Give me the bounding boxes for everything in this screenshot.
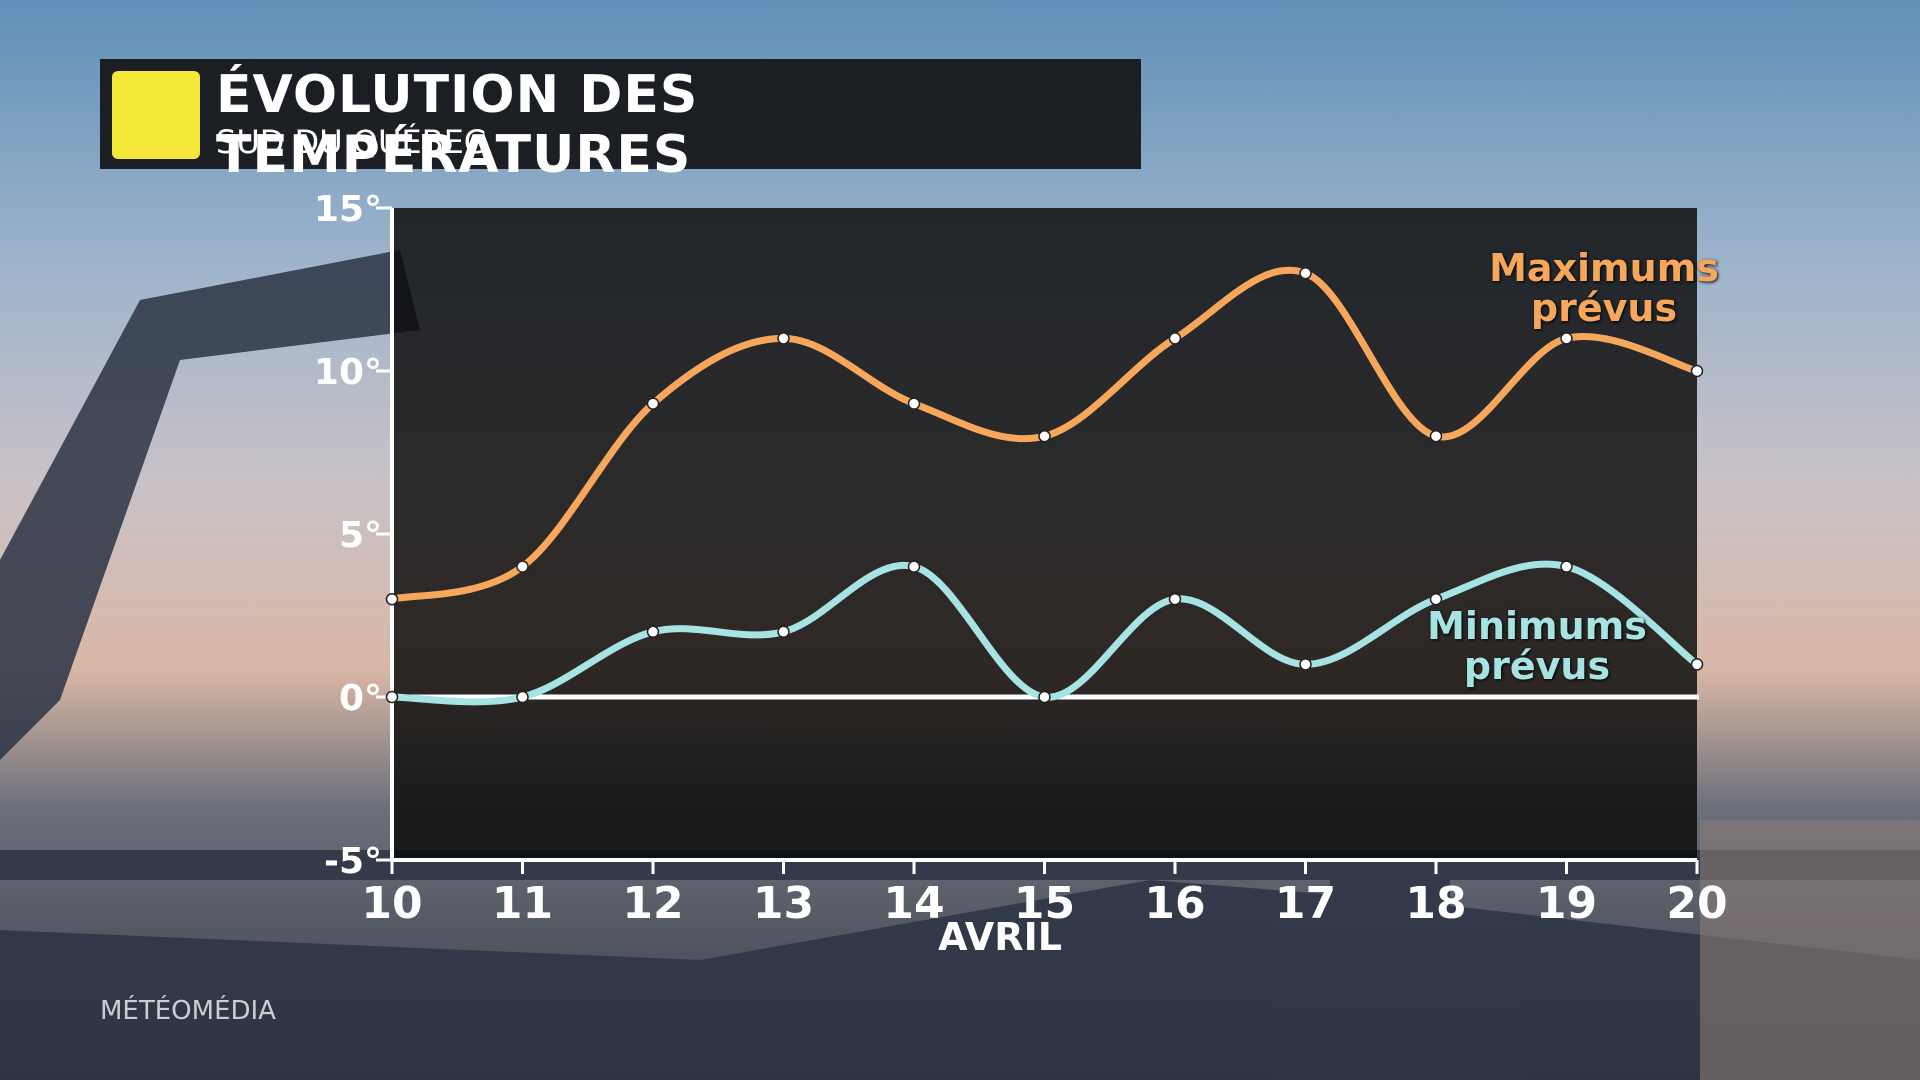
x-tick-label: 16 bbox=[1144, 878, 1205, 929]
data-point bbox=[385, 690, 399, 704]
plot-area bbox=[392, 208, 1697, 860]
data-point bbox=[1038, 690, 1051, 704]
data-point bbox=[1168, 332, 1182, 345]
watermark: MÉTÉOMÉDIA bbox=[100, 996, 276, 1026]
data-point bbox=[516, 690, 529, 704]
y-tick-label: 10° bbox=[314, 352, 382, 393]
series-line bbox=[391, 266, 1698, 603]
x-tick-label: 11 bbox=[492, 878, 553, 929]
x-tick-label: 12 bbox=[622, 878, 683, 929]
title-box: ÉVOLUTION DES TEMPÉRATURES SUD DU QUÉBEC bbox=[100, 59, 1141, 185]
x-tick-label: 19 bbox=[1536, 878, 1597, 929]
x-tick-label: 20 bbox=[1666, 878, 1727, 929]
data-point bbox=[1560, 332, 1573, 345]
x-tick-label: 17 bbox=[1275, 878, 1336, 929]
data-point bbox=[1429, 429, 1443, 443]
data-point bbox=[516, 560, 529, 573]
y-tick-label: -5° bbox=[324, 841, 382, 882]
data-point bbox=[646, 397, 660, 410]
data-point bbox=[907, 397, 921, 410]
data-point bbox=[1560, 560, 1573, 573]
data-point bbox=[777, 332, 790, 345]
data-point bbox=[1429, 592, 1443, 606]
data-point bbox=[1690, 658, 1704, 671]
x-tick-label: 10 bbox=[361, 878, 422, 929]
subtitle: SUD DU QUÉBEC bbox=[216, 123, 487, 161]
x-tick-label: 15 bbox=[1014, 878, 1075, 929]
y-tick-label: 5° bbox=[339, 515, 382, 556]
x-tick-label: 14 bbox=[883, 878, 944, 929]
data-point bbox=[1299, 266, 1312, 280]
x-tick-label: 13 bbox=[753, 878, 814, 929]
data-point bbox=[646, 625, 660, 639]
y-tick-label: 0° bbox=[339, 678, 382, 719]
data-point bbox=[1690, 364, 1704, 378]
legend-label: Minimums prévus bbox=[1427, 604, 1647, 688]
x-tick-label: 18 bbox=[1405, 878, 1466, 929]
data-point bbox=[1168, 592, 1182, 606]
logo bbox=[112, 71, 200, 159]
data-point bbox=[1299, 658, 1312, 671]
data-point bbox=[1038, 429, 1051, 443]
data-point bbox=[777, 625, 790, 639]
title: ÉVOLUTION DES TEMPÉRATURES bbox=[216, 65, 699, 185]
data-point bbox=[907, 560, 921, 573]
legend-label: Maximums prévus bbox=[1489, 246, 1719, 330]
data-point bbox=[385, 592, 399, 606]
y-tick-label: 15° bbox=[314, 189, 382, 230]
x-axis-label: AVRIL bbox=[938, 915, 1062, 959]
